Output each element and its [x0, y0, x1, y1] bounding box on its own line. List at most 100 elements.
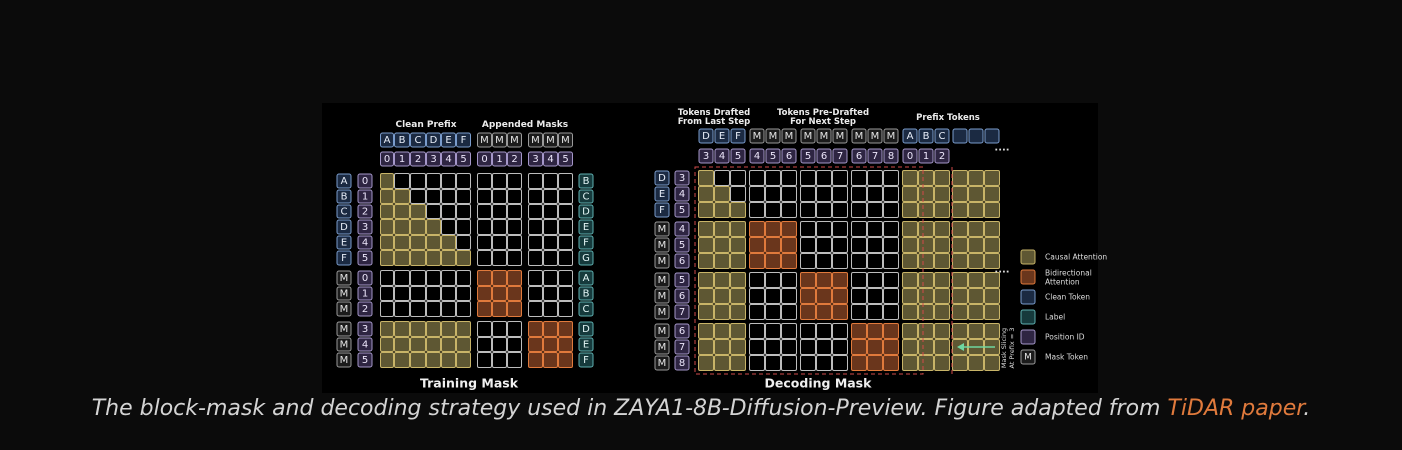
mask-cell-empty [851, 221, 867, 237]
decode-top-position-id [698, 148, 714, 164]
mask-cell-causal [410, 337, 426, 352]
mask-cell-empty [410, 270, 426, 286]
mask-cell-empty [558, 270, 573, 286]
mask-cell-causal [394, 321, 410, 337]
mask-cell-empty [477, 352, 492, 368]
mask-cell-bidirectional [867, 323, 883, 339]
mask-cell-empty [380, 270, 394, 286]
legend-item: Clean Token [1020, 289, 1090, 305]
mask-cell-causal [730, 202, 746, 218]
mask-cell-causal [934, 355, 950, 371]
mask-cell-causal [380, 352, 394, 368]
train-top-token [492, 132, 507, 148]
mask-cell-causal [952, 186, 968, 202]
train-top-position-id [492, 151, 507, 167]
decode-top-position-id [816, 148, 832, 164]
mask-cell-causal [934, 186, 950, 202]
decode-top-token [714, 128, 730, 144]
mask-cell-empty [492, 337, 507, 352]
mask-cell-empty [730, 170, 746, 186]
mask-cell-causal [714, 355, 730, 371]
decode-top-token-text: C [939, 131, 946, 142]
mask-cell-causal [426, 235, 441, 250]
decode-left-position-id-text: 6 [679, 291, 685, 302]
mask-cell-causal [730, 272, 746, 288]
mask-cell-empty [883, 170, 899, 186]
mask-cell-causal [918, 272, 934, 288]
mask-cell-empty [765, 339, 781, 355]
mask-cell-empty [558, 189, 573, 204]
mask-cell-causal [952, 170, 968, 186]
decode-left-position-id [674, 202, 690, 218]
mask-cell-empty [477, 235, 492, 250]
decode-top-position-id-text: 5 [770, 151, 776, 162]
train-right-label-text: B [583, 289, 590, 300]
train-left-position-id-text: 5 [362, 253, 368, 264]
mask-cell-causal [952, 202, 968, 218]
decode-left-position-id-text: 7 [679, 307, 685, 318]
mask-slicing-note-line-1: Mask Slicing [1000, 328, 1008, 368]
decode-top-position-id-text: 7 [837, 151, 843, 162]
mask-cell-bidirectional [749, 221, 765, 237]
mask-cell-empty [749, 170, 765, 186]
mask-cell-empty [832, 237, 848, 253]
decode-top-token [952, 128, 968, 144]
decode-top-token-text: M [871, 131, 880, 142]
caption-end: . [1303, 396, 1311, 421]
decode-top-token [968, 128, 984, 144]
mask-cell-causal [934, 202, 950, 218]
train-left-position-id [357, 301, 373, 317]
mask-cell-causal [698, 186, 714, 202]
legend-label: Mask Token [1045, 353, 1088, 362]
tidar-paper-link[interactable]: TiDAR paper [1167, 396, 1304, 421]
legend-swatch-symbol: M [1024, 353, 1032, 363]
mask-cell-empty [394, 286, 410, 301]
train-right-label-text: A [583, 273, 590, 284]
mask-cell-empty [558, 250, 573, 266]
legend-swatch [1020, 329, 1036, 345]
decode-top-token-text: F [735, 131, 741, 142]
decode-top-position-id-text: 6 [856, 151, 862, 162]
decode-left-token [654, 355, 670, 371]
decode-left-token-text: M [658, 275, 667, 286]
mask-cell-bidirectional [528, 337, 543, 352]
mask-cell-causal [441, 352, 456, 368]
mask-cell-bidirectional [558, 352, 573, 368]
decode-top-token-text: B [923, 131, 930, 142]
legend-swatch [1020, 309, 1036, 325]
train-left-token [336, 270, 352, 286]
decode-top-token-text: M [836, 131, 845, 142]
train-left-position-id-text: 2 [362, 207, 368, 218]
mask-cell-empty [477, 337, 492, 352]
decode-top-token [883, 128, 899, 144]
mask-cell-causal [968, 304, 984, 320]
train-left-position-id [357, 352, 373, 368]
mask-cell-causal [934, 221, 950, 237]
mask-cell-causal [952, 272, 968, 288]
mask-cell-causal [918, 186, 934, 202]
mask-cell-causal [380, 219, 394, 235]
mask-cell-empty [507, 352, 522, 368]
mask-cell-empty [883, 272, 899, 288]
decode-left-token [654, 339, 670, 355]
mask-cell-empty [492, 321, 507, 337]
decode-left-token-text: M [658, 307, 667, 318]
train-top-token-text: M [561, 135, 570, 146]
train-right-label-text: D [582, 207, 590, 218]
mask-cell-causal [410, 204, 426, 219]
mask-cell-causal [984, 304, 1000, 320]
train-left-token [336, 189, 352, 204]
mask-cell-bidirectional [781, 221, 797, 237]
mask-cell-empty [543, 270, 558, 286]
train-right-label-text: E [583, 340, 589, 351]
mask-cell-causal [918, 237, 934, 253]
train-top-position-id-text: 1 [399, 154, 405, 165]
mask-cell-empty [426, 204, 441, 219]
tokens-predrafted-heading-line-2: For Next Step [790, 117, 856, 127]
mask-cell-bidirectional [800, 288, 816, 304]
mask-cell-empty [883, 253, 899, 269]
mask-cell-empty [867, 304, 883, 320]
mask-cell-bidirectional [883, 323, 899, 339]
mask-cell-empty [380, 286, 394, 301]
legend-item: Label [1020, 309, 1065, 325]
